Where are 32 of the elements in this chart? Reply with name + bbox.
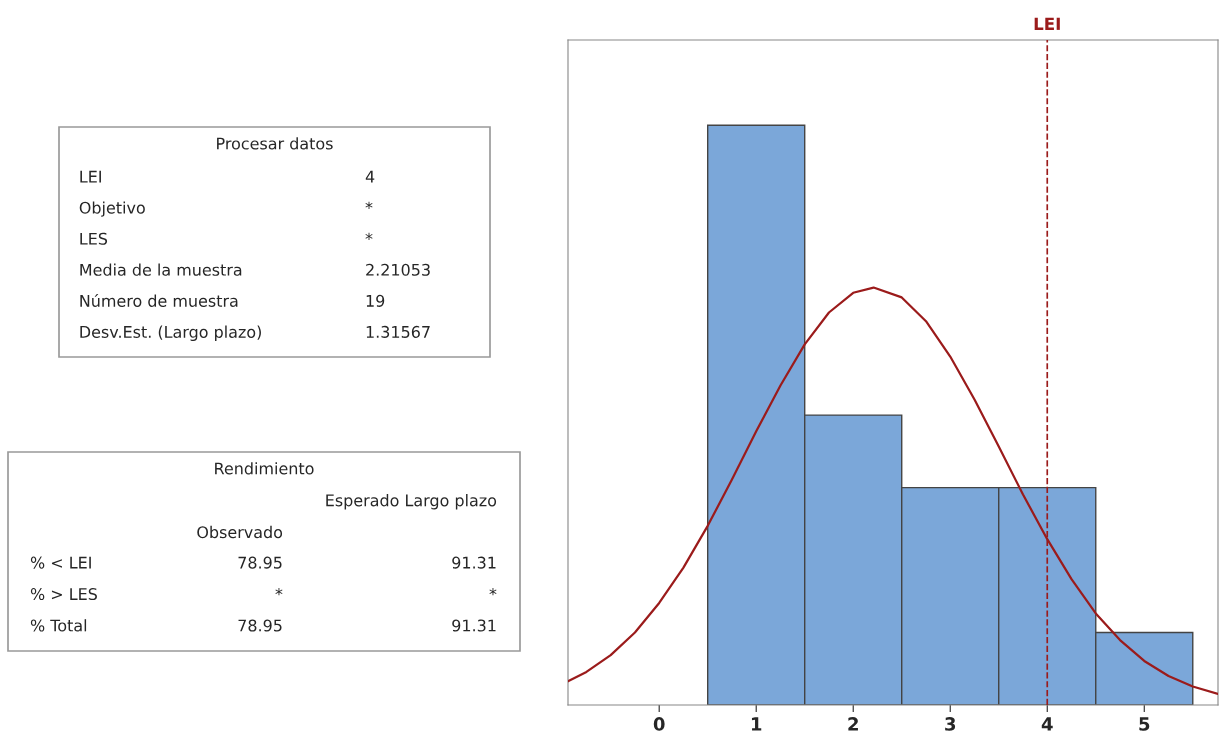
x-tick-label: 5 [1139,717,1150,731]
text: 78.95 [238,556,282,569]
x-tick-label: 0 [653,717,665,731]
text: 78.95 [238,619,282,632]
text: LES [80,232,108,245]
text: 1.31567 [366,325,430,338]
text: Desv.Est. (Largo plazo) [80,325,261,342]
text: Media de la muestra [80,263,242,276]
text: 91.31 [452,619,496,632]
text: Esperado Largo plazo [326,494,497,510]
text: * [275,588,283,596]
text: * [365,232,373,240]
text: Observado [197,525,283,539]
text: Número de muestra [80,293,238,307]
text: * [489,588,497,596]
text: Procesar datos [217,137,333,150]
text: Rendimiento [215,462,314,475]
text: * [365,201,373,209]
ref-line-label: LEI [1034,17,1060,30]
text: % < LEI [30,556,91,569]
text: 19 [366,294,385,307]
text: 2.21053 [366,263,430,276]
x-tick-label: 2 [848,717,858,731]
text: LEI [80,170,101,183]
text: % Total [30,619,87,632]
x-tick-label: 1 [751,717,762,731]
text: % > LES [30,588,97,601]
text: 4 [365,170,375,183]
text: 91.31 [452,556,496,569]
x-tick-label: 4 [1041,717,1053,731]
x-tick-label: 3 [945,717,956,731]
text: Objetivo [79,201,145,217]
